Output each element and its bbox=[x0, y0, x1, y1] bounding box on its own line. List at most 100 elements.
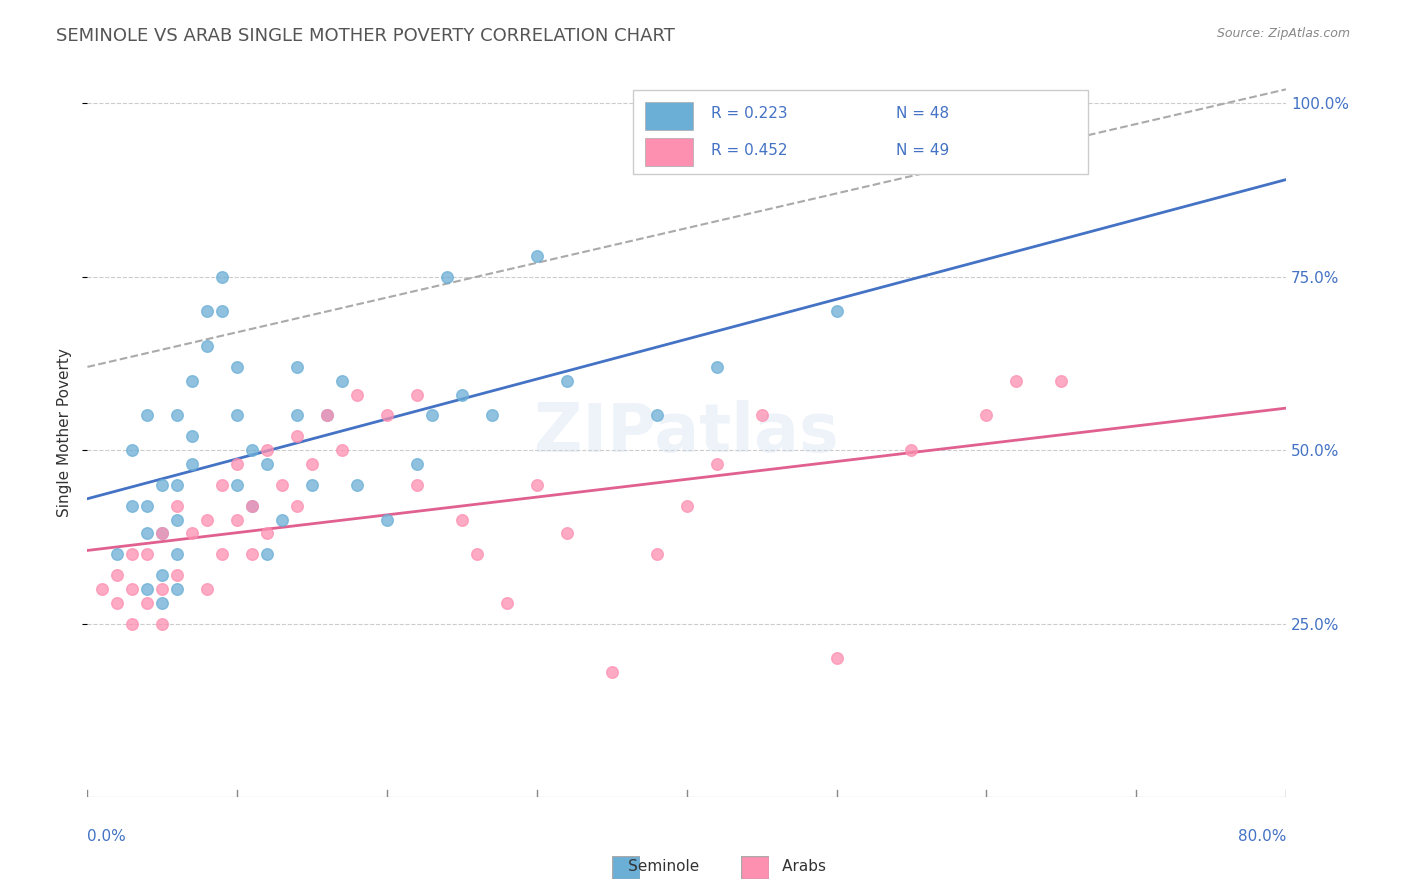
Point bbox=[481, 409, 503, 423]
Point bbox=[285, 499, 308, 513]
Point bbox=[271, 512, 294, 526]
Point bbox=[825, 304, 848, 318]
Point bbox=[166, 409, 188, 423]
Text: R = 0.452: R = 0.452 bbox=[710, 143, 787, 158]
Text: Arabs: Arabs bbox=[748, 859, 827, 874]
Point bbox=[181, 429, 204, 443]
Point bbox=[301, 478, 323, 492]
Point bbox=[150, 568, 173, 582]
Point bbox=[166, 568, 188, 582]
Text: 80.0%: 80.0% bbox=[1237, 829, 1286, 844]
Point bbox=[150, 616, 173, 631]
Y-axis label: Single Mother Poverty: Single Mother Poverty bbox=[58, 349, 72, 517]
Point bbox=[150, 526, 173, 541]
Text: SEMINOLE VS ARAB SINGLE MOTHER POVERTY CORRELATION CHART: SEMINOLE VS ARAB SINGLE MOTHER POVERTY C… bbox=[56, 27, 675, 45]
Point bbox=[451, 387, 474, 401]
Point bbox=[706, 457, 728, 471]
Point bbox=[706, 359, 728, 374]
Point bbox=[406, 457, 429, 471]
Point bbox=[526, 249, 548, 263]
Point bbox=[316, 409, 339, 423]
Point bbox=[1050, 374, 1073, 388]
Point bbox=[107, 547, 129, 561]
Point bbox=[226, 478, 249, 492]
Point bbox=[316, 409, 339, 423]
Point bbox=[256, 526, 278, 541]
Point bbox=[136, 499, 159, 513]
Point bbox=[195, 304, 218, 318]
Text: Seminole: Seminole bbox=[595, 859, 699, 874]
Point bbox=[195, 512, 218, 526]
Point bbox=[526, 478, 548, 492]
Point bbox=[496, 596, 519, 610]
Point bbox=[976, 409, 998, 423]
Point bbox=[406, 478, 429, 492]
Point bbox=[107, 596, 129, 610]
Point bbox=[436, 269, 458, 284]
Point bbox=[166, 582, 188, 596]
Point bbox=[406, 387, 429, 401]
Point bbox=[301, 457, 323, 471]
Point bbox=[211, 547, 233, 561]
Point bbox=[226, 457, 249, 471]
Text: N = 49: N = 49 bbox=[897, 143, 949, 158]
Point bbox=[91, 582, 114, 596]
Point bbox=[136, 526, 159, 541]
Point bbox=[181, 526, 204, 541]
Point bbox=[121, 443, 143, 458]
Point bbox=[226, 359, 249, 374]
Point bbox=[136, 582, 159, 596]
Point bbox=[346, 387, 368, 401]
Point bbox=[645, 409, 668, 423]
Point bbox=[240, 499, 263, 513]
Point bbox=[240, 443, 263, 458]
Point bbox=[195, 339, 218, 353]
Text: Source: ZipAtlas.com: Source: ZipAtlas.com bbox=[1216, 27, 1350, 40]
Text: 0.0%: 0.0% bbox=[87, 829, 127, 844]
Point bbox=[136, 547, 159, 561]
Point bbox=[256, 547, 278, 561]
FancyBboxPatch shape bbox=[633, 90, 1088, 174]
Point bbox=[166, 547, 188, 561]
Point bbox=[195, 582, 218, 596]
Point bbox=[226, 512, 249, 526]
Point bbox=[645, 547, 668, 561]
Point bbox=[285, 409, 308, 423]
Point bbox=[285, 359, 308, 374]
Point bbox=[150, 526, 173, 541]
Point bbox=[1005, 374, 1028, 388]
Point bbox=[136, 409, 159, 423]
Point bbox=[256, 443, 278, 458]
FancyBboxPatch shape bbox=[645, 138, 693, 166]
Point bbox=[211, 478, 233, 492]
Point bbox=[211, 304, 233, 318]
Point bbox=[150, 582, 173, 596]
Point bbox=[150, 596, 173, 610]
Point bbox=[900, 443, 922, 458]
Point bbox=[136, 596, 159, 610]
Point bbox=[166, 512, 188, 526]
Point bbox=[825, 651, 848, 665]
Point bbox=[451, 512, 474, 526]
Point bbox=[226, 409, 249, 423]
Point bbox=[107, 568, 129, 582]
Point bbox=[420, 409, 443, 423]
Point bbox=[271, 478, 294, 492]
Text: R = 0.223: R = 0.223 bbox=[710, 106, 787, 121]
Point bbox=[600, 665, 623, 680]
Point bbox=[181, 374, 204, 388]
Point bbox=[465, 547, 488, 561]
Point bbox=[240, 499, 263, 513]
Text: ZIPatlas: ZIPatlas bbox=[534, 400, 839, 466]
Point bbox=[166, 499, 188, 513]
Point bbox=[121, 616, 143, 631]
Point bbox=[166, 478, 188, 492]
Point bbox=[181, 457, 204, 471]
Point bbox=[256, 457, 278, 471]
Point bbox=[555, 374, 578, 388]
Point bbox=[675, 499, 697, 513]
Point bbox=[375, 512, 398, 526]
Point bbox=[346, 478, 368, 492]
Point bbox=[240, 547, 263, 561]
Point bbox=[375, 409, 398, 423]
